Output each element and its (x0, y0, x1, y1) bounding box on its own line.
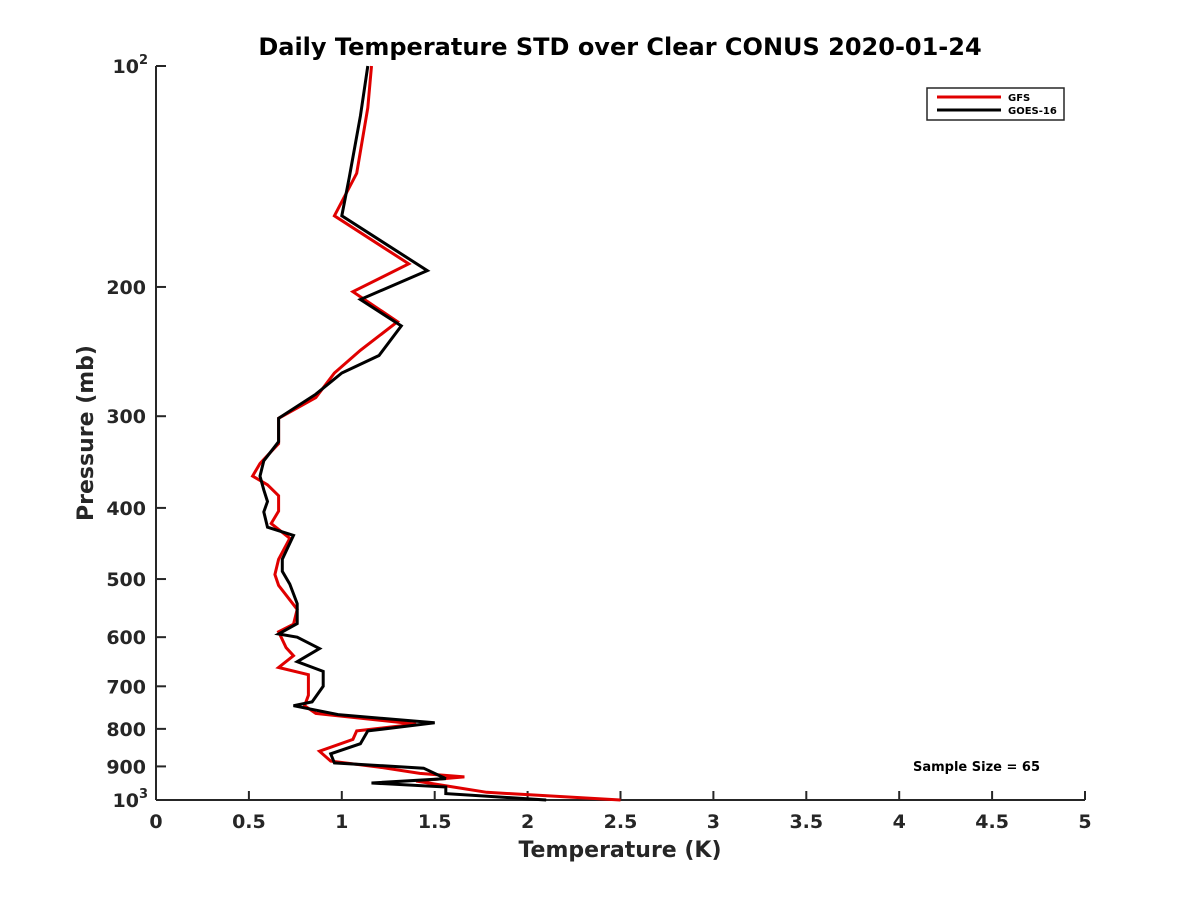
series-line-goes-16 (258, 65, 547, 802)
x-tick-label: 0 (149, 811, 162, 833)
x-tick-label: 2 (521, 811, 534, 833)
legend-box (926, 87, 1065, 121)
y-tick-label: 800 (106, 719, 146, 741)
legend-label: GOES-16 (1008, 106, 1057, 117)
axes-layer: 0 0.5 1 1.5 2 2.5 3 3.5 4 4.5 51022003004005006007… (106, 53, 1091, 833)
y-tick-label: 500 (106, 569, 146, 591)
y-tick-label: 102 (113, 53, 149, 78)
y-tick-label: 300 (106, 406, 146, 428)
x-tick-label: 1.5 (418, 811, 452, 833)
y-tick-label: 200 (106, 277, 146, 299)
legend: GFS GOES-16 (926, 87, 1065, 121)
legend-label: GFS (1008, 93, 1030, 104)
x-tick-label: 3.5 (789, 811, 823, 833)
x-tick-label: 2.5 (604, 811, 638, 833)
y-tick-label: 400 (106, 498, 146, 520)
x-tick-label: 0.5 (232, 811, 266, 833)
y-tick-label: 600 (106, 627, 146, 649)
x-tick-label: 4 (893, 811, 906, 833)
y-axis-label: Pressure (mb) (74, 345, 99, 521)
y-tick-label: 103 (113, 787, 149, 812)
chart-title: Daily Temperature STD over Clear CONUS 2… (258, 33, 981, 61)
y-tick-label-base: 10 (113, 56, 139, 78)
series-line-gfs (250, 65, 621, 802)
y-tick-label-base: 10 (113, 790, 139, 812)
x-tick-label: 1 (335, 811, 348, 833)
y-tick-label: 700 (106, 676, 146, 698)
y-tick-label: 900 (106, 756, 146, 778)
x-tick-label: 4.5 (975, 811, 1009, 833)
y-tick-label-exponent: 2 (139, 53, 148, 68)
y-tick-label-exponent: 3 (139, 787, 148, 802)
x-tick-label: 3 (707, 811, 720, 833)
sample-size-annotation: Sample Size = 65 (913, 760, 1040, 775)
x-tick-label: 5 (1078, 811, 1091, 833)
series-layer (250, 65, 621, 802)
x-axis-label: Temperature (K) (518, 838, 721, 863)
